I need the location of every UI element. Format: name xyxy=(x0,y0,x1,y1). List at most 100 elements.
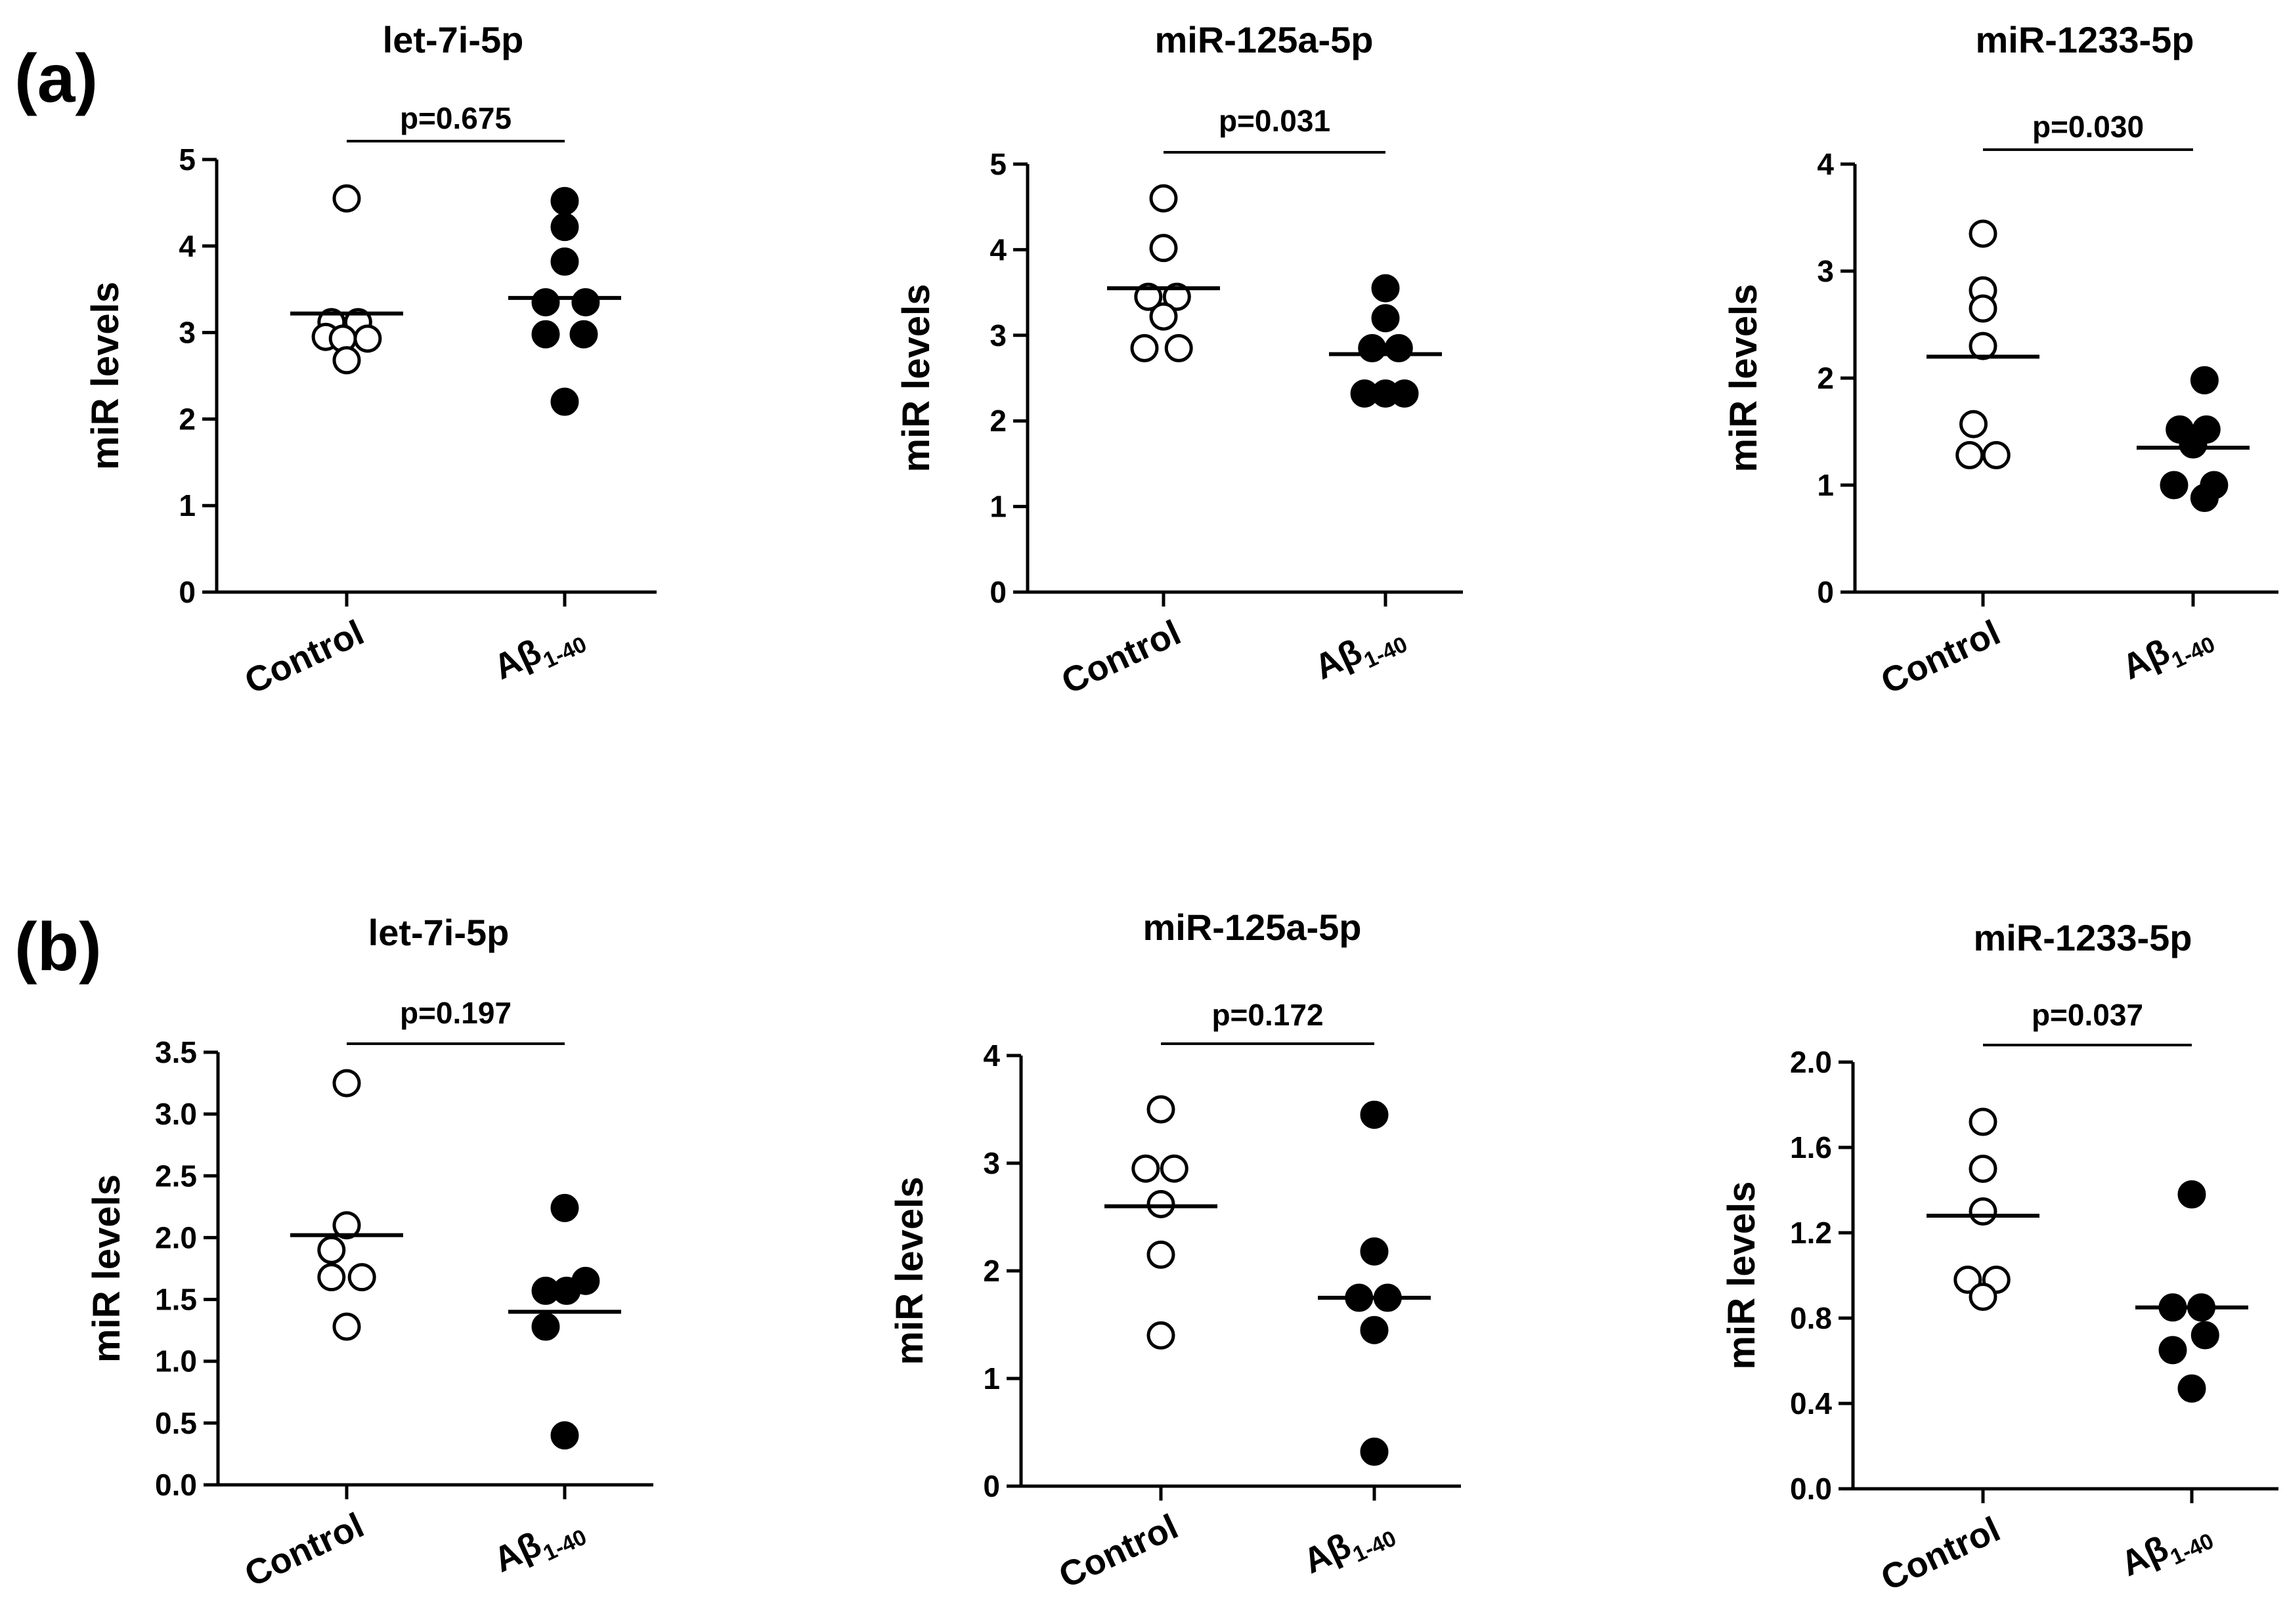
y-tick-label: 2 xyxy=(1817,361,1834,395)
data-point-open xyxy=(1969,1155,1997,1183)
category-subscript: 1-40 xyxy=(1361,631,1412,673)
data-point-filled xyxy=(2190,1321,2219,1350)
p-value-label: p=0.197 xyxy=(400,996,512,1030)
data-point-open xyxy=(1149,184,1178,213)
data-point-filled xyxy=(1360,1438,1389,1466)
data-point-filled xyxy=(531,320,560,349)
chart-3: let-7i-5p p=0.197 0.0 0.5 1.0 1.5 2.0 2.5 3.0 3.5… xyxy=(85,912,653,1594)
y-axis-label: miR levels xyxy=(888,1177,931,1365)
data-point-open xyxy=(332,1069,361,1098)
panel-label-a: (a) xyxy=(14,41,98,117)
y-tick-label: 0.4 xyxy=(1790,1386,1832,1421)
p-value-label: p=0.037 xyxy=(2032,998,2143,1032)
chart-0: let-7i-5p p=0.675 0 1 2 3 4 5 Control Aβ1-40 miR l… xyxy=(84,19,657,702)
category-label: Aβ1-40 xyxy=(488,612,590,693)
data-point-open xyxy=(1146,1240,1175,1269)
y-tick-label: 3 xyxy=(179,316,196,350)
y-axis-label: miR levels xyxy=(895,284,938,473)
category-label: Aβ1-40 xyxy=(1297,1506,1400,1587)
data-point-filled xyxy=(1390,379,1419,408)
y-tick-label: 4 xyxy=(1817,147,1834,181)
y-tick-label: 1.2 xyxy=(1790,1216,1832,1250)
data-point-open xyxy=(1130,333,1159,362)
category-subscript: 1-40 xyxy=(1349,1526,1401,1567)
y-tick-label: 2 xyxy=(990,404,1007,438)
y-tick-label: 1 xyxy=(983,1361,1000,1396)
data-point-filled xyxy=(1371,274,1400,303)
chart-title: let-7i-5p xyxy=(383,19,524,60)
data-point-filled xyxy=(531,1312,560,1341)
data-point-open xyxy=(332,1211,361,1240)
data-point-filled xyxy=(2177,1180,2206,1208)
data-point-filled xyxy=(550,1421,579,1450)
data-point-filled xyxy=(2177,1374,2206,1403)
chart-title: let-7i-5p xyxy=(368,912,510,953)
y-tick-label: 2.5 xyxy=(155,1159,197,1193)
category-label: Control xyxy=(239,612,370,702)
y-tick-label: 4 xyxy=(990,232,1007,267)
category-label: Aβ1-40 xyxy=(1309,612,1411,693)
data-point-open xyxy=(1969,294,1997,323)
data-point-filled xyxy=(531,288,560,316)
data-point-open xyxy=(1149,302,1178,331)
y-tick-label: 2 xyxy=(983,1254,1000,1288)
y-tick-label: 0 xyxy=(1817,575,1834,609)
data-point-filled xyxy=(1360,1315,1389,1344)
p-value-label: p=0.031 xyxy=(1219,104,1330,138)
category-label: Control xyxy=(1875,612,2006,702)
data-point-filled xyxy=(2160,471,2189,500)
data-point-filled xyxy=(1384,333,1413,362)
y-tick-label: 0.8 xyxy=(1790,1301,1832,1335)
data-point-filled xyxy=(1358,333,1387,362)
data-point-filled xyxy=(571,288,600,316)
data-point-open xyxy=(1131,1154,1160,1183)
data-point-open xyxy=(1146,1095,1175,1124)
y-tick-label: 4 xyxy=(179,229,196,263)
data-point-filled xyxy=(550,1193,579,1222)
y-tick-label: 5 xyxy=(179,142,196,177)
chart-title: miR-125a-5p xyxy=(1154,19,1373,60)
data-point-open xyxy=(1146,1189,1175,1218)
category-label: Control xyxy=(1056,612,1187,702)
data-point-open xyxy=(1969,331,1997,360)
data-point-filled xyxy=(550,186,579,215)
category-label: Control xyxy=(239,1505,370,1594)
y-axis-label: miR levels xyxy=(84,282,127,470)
y-tick-label: 2 xyxy=(179,402,196,436)
y-tick-label: 1.5 xyxy=(155,1283,197,1317)
data-point-open xyxy=(1164,333,1193,362)
data-point-filled xyxy=(1360,1100,1389,1129)
category-label: Control xyxy=(1875,1509,2006,1598)
data-point-filled xyxy=(2190,484,2219,513)
chart-title: miR-1233-5p xyxy=(1973,917,2192,958)
y-tick-label: 1 xyxy=(179,488,196,523)
data-point-filled xyxy=(2158,1336,2187,1365)
data-point-filled xyxy=(550,387,579,416)
p-value-label: p=0.030 xyxy=(2032,110,2144,144)
data-point-open xyxy=(332,346,361,375)
y-axis-label: miR levels xyxy=(1720,1182,1763,1370)
data-point-open xyxy=(1955,440,1984,469)
data-point-filled xyxy=(569,320,598,349)
data-point-open xyxy=(1160,1154,1188,1183)
data-point-filled xyxy=(2179,430,2208,459)
data-point-filled xyxy=(1360,1237,1389,1266)
chart-title: miR-125a-5p xyxy=(1143,907,1361,948)
data-point-open xyxy=(317,1263,346,1292)
data-point-open xyxy=(1969,1197,1997,1226)
data-point-open xyxy=(1959,410,1988,438)
category-subscript: 1-40 xyxy=(2167,1528,2218,1570)
y-tick-label: 1.0 xyxy=(155,1344,197,1378)
y-tick-label: 2.0 xyxy=(1790,1045,1832,1079)
p-value-label: p=0.172 xyxy=(1211,998,1323,1032)
p-value-label: p=0.675 xyxy=(400,101,512,135)
y-tick-label: 0.0 xyxy=(1790,1472,1832,1506)
y-tick-label: 0 xyxy=(179,575,196,609)
category-subscript: 1-40 xyxy=(540,1524,591,1566)
data-point-open xyxy=(1149,234,1178,263)
data-point-open xyxy=(347,1263,376,1292)
charts-group: let-7i-5p p=0.675 0 1 2 3 4 5 Control Aβ1-40 miR l… xyxy=(84,19,2278,1598)
data-point-open xyxy=(332,1312,361,1341)
data-point-filled xyxy=(550,213,579,242)
